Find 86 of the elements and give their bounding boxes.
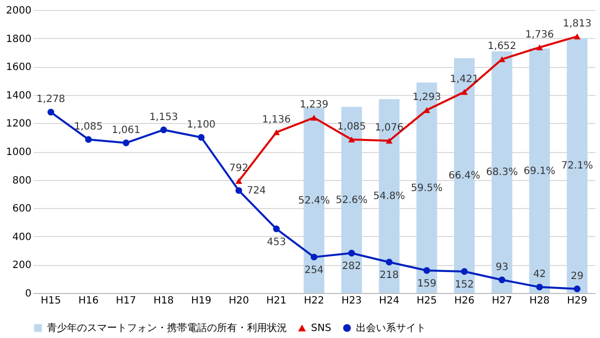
x-tick-label: H19 <box>191 296 212 306</box>
data-label: 1,153 <box>149 112 178 123</box>
point <box>310 114 318 121</box>
x-tick-label: H23 <box>341 296 362 306</box>
x-tick-label: H15 <box>40 296 61 306</box>
point <box>536 284 543 290</box>
point <box>235 178 242 184</box>
x-tick-label: H21 <box>266 296 287 306</box>
data-label: 54.8% <box>373 191 406 202</box>
y-tick-label: 600 <box>12 204 32 215</box>
data-label: 93 <box>496 262 508 273</box>
data-label: 1,736 <box>525 29 554 40</box>
point <box>198 134 205 141</box>
x-tick-label: H25 <box>416 296 437 306</box>
data-label: 1,652 <box>488 41 516 52</box>
data-label: 1,239 <box>300 100 328 111</box>
point <box>310 254 318 260</box>
point <box>85 136 92 143</box>
data-label: 1,136 <box>262 114 291 126</box>
y-tick-label: 1200 <box>6 118 32 130</box>
data-label: 1,421 <box>450 74 479 85</box>
data-label: 68.3% <box>486 167 518 178</box>
y-tick-label: 1400 <box>6 90 32 102</box>
point <box>160 126 167 134</box>
x-tick-label: H29 <box>567 296 588 306</box>
point <box>423 267 430 274</box>
data-label: 1,278 <box>36 94 66 106</box>
data-label: 1,100 <box>186 119 216 130</box>
x-tick-label: H24 <box>379 296 400 306</box>
point <box>122 140 130 146</box>
legend-label: 出会い系サイト <box>356 322 426 334</box>
point <box>536 44 543 50</box>
data-label: 282 <box>342 261 362 272</box>
legend-label: SNS <box>311 323 332 334</box>
y-tick-label: 400 <box>12 232 32 243</box>
data-label: 254 <box>304 265 324 276</box>
point <box>461 268 468 275</box>
data-label: 724 <box>246 186 266 197</box>
point <box>498 276 506 284</box>
point <box>498 56 506 62</box>
x-tick-label: H18 <box>154 296 174 306</box>
point <box>461 89 468 95</box>
x-tick-label: H17 <box>116 296 136 306</box>
x-tick-label: H28 <box>529 296 550 306</box>
y-tick-label: 200 <box>12 260 32 272</box>
data-label: 1,293 <box>412 92 442 104</box>
point <box>386 258 393 266</box>
data-label: 159 <box>417 278 436 290</box>
data-label: 218 <box>380 270 399 282</box>
y-tick-label: 1600 <box>6 62 32 74</box>
data-label: 66.4% <box>448 170 480 182</box>
y-tick-label: 2000 <box>6 6 32 16</box>
point <box>48 108 54 116</box>
point <box>348 250 355 256</box>
x-tick-label: H27 <box>492 296 512 306</box>
data-label: 42 <box>533 269 546 280</box>
point <box>348 136 355 142</box>
point <box>574 286 580 292</box>
data-label: 29 <box>570 270 584 282</box>
data-label: 59.5% <box>410 182 443 194</box>
y-tick-label: 800 <box>12 175 32 186</box>
data-label: 1,076 <box>374 122 404 134</box>
data-label: 453 <box>266 236 286 248</box>
x-tick-label: H26 <box>454 296 474 306</box>
data-label: 1,061 <box>112 124 140 136</box>
point <box>273 129 280 136</box>
legend-label: 青少年のスマートフォン・携帯電話の所有・利用状況 <box>47 322 287 334</box>
data-label: 792 <box>229 162 248 174</box>
y-tick-label: 1000 <box>6 147 32 158</box>
data-label: 69.1% <box>524 166 556 177</box>
y-tick-label: 1800 <box>6 34 32 45</box>
point <box>235 187 242 194</box>
point <box>386 138 393 144</box>
x-tick-label: H22 <box>304 296 324 306</box>
data-label: 1,813 <box>562 18 592 30</box>
data-label: 152 <box>454 279 474 290</box>
data-label: 1,085 <box>337 121 366 132</box>
data-label: 52.6% <box>336 194 368 206</box>
point <box>574 34 580 40</box>
x-tick-label: H16 <box>78 296 99 306</box>
point <box>273 226 280 232</box>
y-tick-label: 0 <box>25 288 32 300</box>
data-label: 52.4% <box>298 195 330 206</box>
x-tick-label: H20 <box>228 296 249 306</box>
data-label: 72.1% <box>561 160 594 172</box>
data-label: 1,085 <box>74 121 103 132</box>
